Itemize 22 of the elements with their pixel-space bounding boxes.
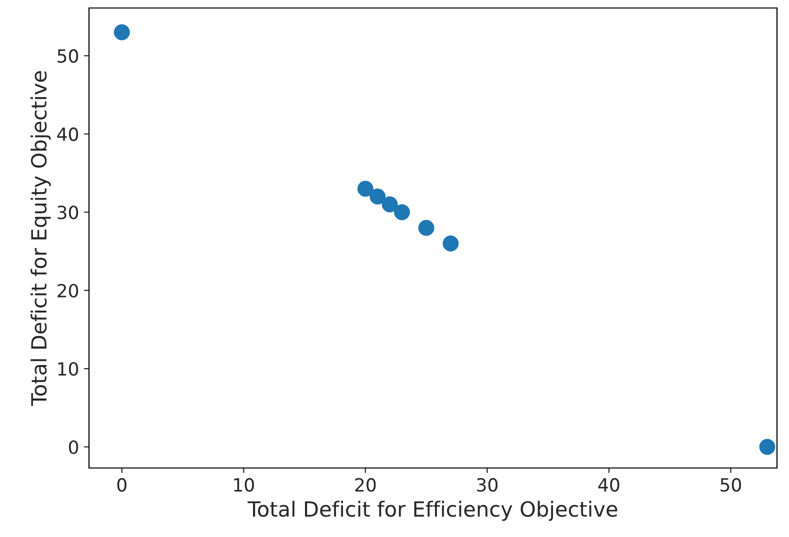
y-tick-label: 20 <box>58 284 78 298</box>
point <box>357 180 374 197</box>
x-tick-label: 20 <box>355 478 376 492</box>
x-tick-label: 30 <box>477 478 498 492</box>
y-tick-label: 50 <box>58 49 78 63</box>
point <box>370 188 386 205</box>
point <box>382 196 398 212</box>
y-tick-label: 40 <box>57 127 78 142</box>
point <box>418 220 434 236</box>
x-tick-label: 40 <box>598 478 620 492</box>
point <box>442 236 459 252</box>
point <box>114 24 130 40</box>
y-tick-label: 0 <box>68 440 78 454</box>
y-axis-title: Total Deficit for Equity Objective <box>30 71 51 406</box>
x-tick-label: 0 <box>117 478 126 492</box>
x-tick-label: 50 <box>720 478 742 492</box>
x-axis-title: Total Deficit for Efficiency Objective <box>248 500 618 521</box>
point <box>394 204 410 220</box>
y-tick-label: 30 <box>58 206 78 220</box>
y-tick-label: 10 <box>58 362 78 376</box>
x-tick-label: 10 <box>234 478 254 492</box>
point <box>759 438 776 455</box>
